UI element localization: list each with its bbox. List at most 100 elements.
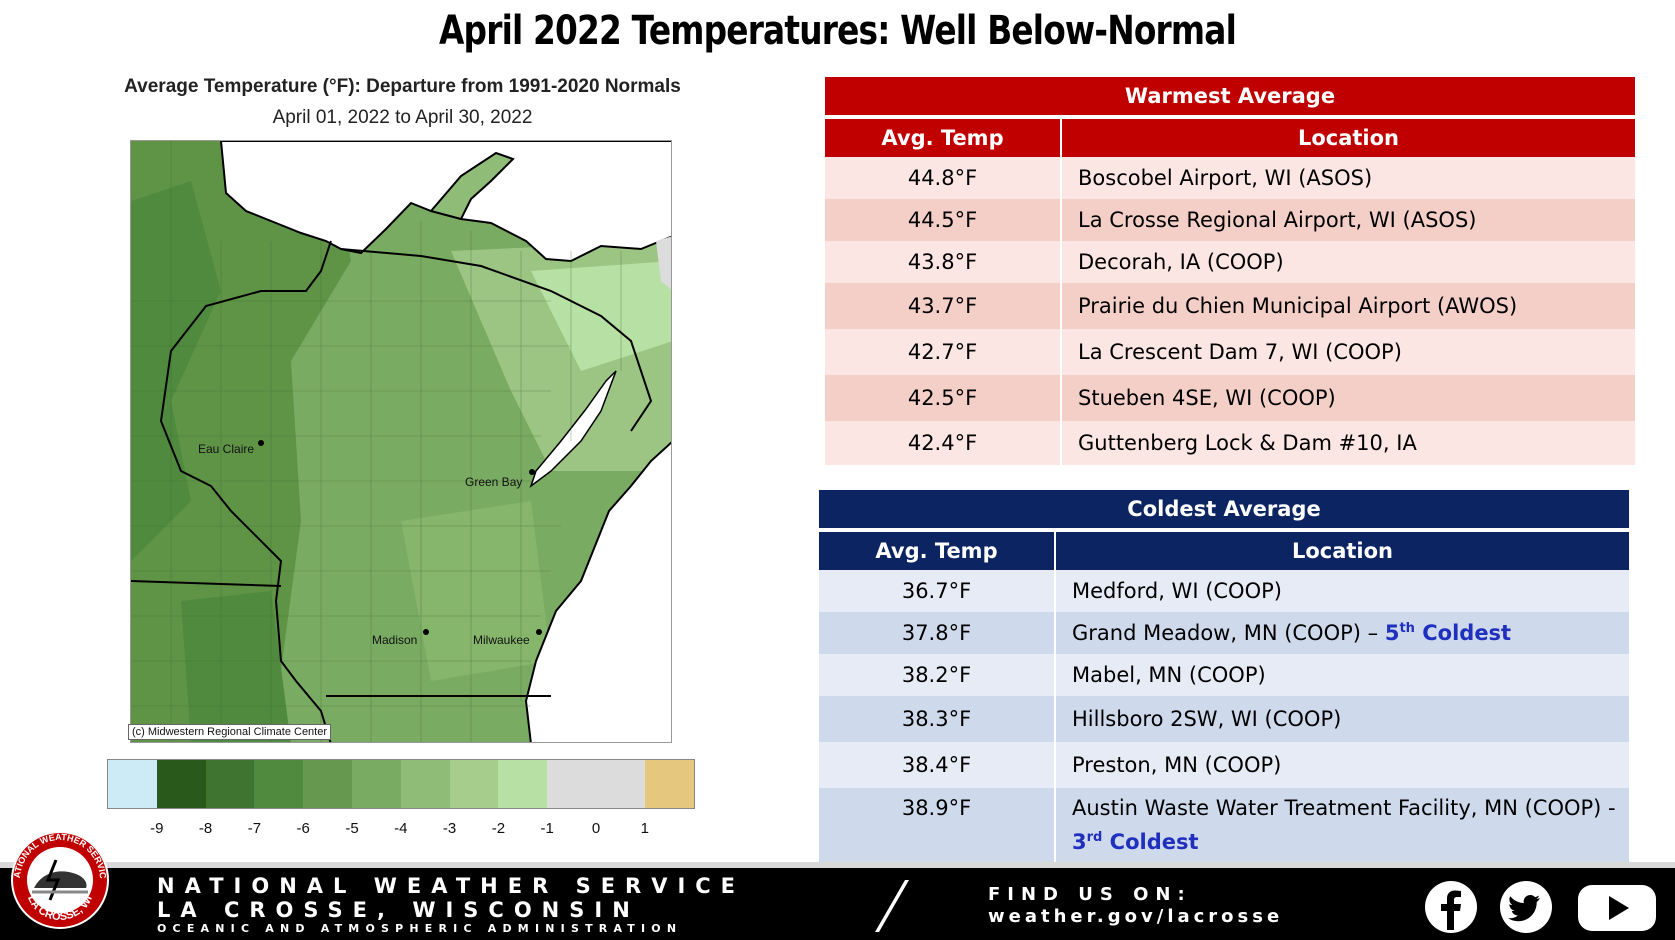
- state-border-wi-mi: [340, 248, 653, 432]
- cold-location-3: Mabel, MN (COOP): [1055, 654, 1629, 696]
- city-label-madison: Madison: [372, 633, 418, 647]
- warmest-table-title: Warmest Average: [825, 77, 1635, 115]
- state-border-mn-wi: [159, 240, 332, 742]
- legend-swatch-11: [644, 760, 694, 808]
- warm-location-4: Prairie du Chien Municipal Airport (AWOS…: [1078, 294, 1518, 318]
- website-link[interactable]: weather.gov/lacrosse: [988, 906, 1284, 927]
- cold-temp-1: 36.7°F: [819, 570, 1056, 612]
- legend-swatch-1: [156, 760, 206, 808]
- cold-location-2-text: Grand Meadow, MN (COOP) –: [1072, 621, 1385, 645]
- map-graphic: [131, 141, 671, 742]
- table-row: 38.2°F Mabel, MN (COOP): [819, 654, 1629, 696]
- green-bay-water: [529, 370, 617, 489]
- legend-swatch-9: [547, 760, 596, 808]
- map-subtitle: April 01, 2022 to April 30, 2022: [272, 107, 533, 128]
- warm-temp-3: 43.8°F: [825, 241, 1062, 283]
- cold-location-6: Austin Waste Water Treatment Facility, M…: [1055, 788, 1629, 863]
- temperature-departure-map: Eau Claire Green Bay Madison Milwaukee: [130, 140, 672, 743]
- county-lines: [131, 141, 622, 742]
- legend-tick-label: 1: [640, 820, 649, 837]
- table-row: 38.4°F Preston, MN (COOP): [819, 742, 1629, 788]
- legend-swatch-3: [254, 760, 304, 808]
- shade-far-west: [131, 181, 221, 561]
- page-title: April 2022 Temperatures: Well Below-Norm…: [438, 8, 1237, 54]
- warm-location-7: Guttenberg Lock & Dam #10, IA: [1078, 431, 1417, 455]
- warm-temp-6: 42.5°F: [825, 375, 1062, 421]
- map-credit: (c) Midwestern Regional Climate Center: [128, 724, 332, 740]
- legend-tick-label: -8: [198, 820, 213, 837]
- cold-location-3-text: Mabel, MN (COOP): [1072, 663, 1266, 687]
- legend-swatch-7: [449, 760, 499, 808]
- footer-org-name: NATIONAL WEATHER SERVICE: [157, 874, 746, 898]
- legend-tick-label: -1: [540, 820, 554, 837]
- footer-parent-org: OCEANIC AND ATMOSPHERIC ADMINISTRATION: [157, 922, 683, 935]
- table-row: 42.4°F Guttenberg Lock & Dam #10, IA: [825, 421, 1635, 465]
- map-title: Average Temperature (°F): Departure from…: [124, 76, 681, 97]
- legend-tick-label: -3: [442, 820, 457, 837]
- legend-swatch-10: [595, 760, 645, 808]
- lake-michigan: [524, 441, 671, 742]
- legend-tick-label: 0: [591, 820, 601, 837]
- warm-temp-7: 42.4°F: [825, 421, 1062, 465]
- warm-location-5: La Crescent Dam 7, WI (COOP): [1078, 340, 1402, 364]
- coldest-table-title: Coldest Average: [819, 490, 1629, 528]
- rank-note-3rd: 3rd Coldest: [1072, 830, 1199, 854]
- rank-number: 3: [1072, 830, 1087, 854]
- facebook-icon[interactable]: [1421, 880, 1481, 934]
- legend-swatch-6: [400, 760, 450, 808]
- nws-la-crosse-logo: NATIONAL WEATHER SERVICE LA CROSSE, WI: [4, 830, 109, 929]
- rank-note-5th: 5th Coldest: [1385, 621, 1511, 645]
- color-legend: [107, 759, 695, 809]
- legend-tick-label: -5: [345, 820, 359, 837]
- legend-tick-label: -6: [296, 820, 310, 837]
- footer-divider: [0, 862, 1675, 868]
- cold-location-1: Medford, WI (COOP): [1055, 570, 1629, 612]
- city-label-green-bay: Green Bay: [465, 475, 523, 489]
- warm-temp-4: 43.7°F: [825, 283, 1062, 329]
- warm-location-3: Decorah, IA (COOP): [1078, 250, 1284, 274]
- youtube-icon[interactable]: [1574, 880, 1660, 934]
- legend-tick-label: -4: [394, 820, 408, 837]
- legend-swatch-5: [351, 760, 401, 808]
- table-row: 38.9°F Austin Waste Water Treatment Faci…: [819, 788, 1629, 863]
- table-row: 42.5°F Stueben 4SE, WI (COOP): [825, 375, 1635, 421]
- rank-label: Coldest: [1102, 830, 1199, 854]
- green-bay-dot: [529, 469, 535, 475]
- footer: [0, 868, 1675, 940]
- find-us-label: FIND US ON:: [988, 884, 1192, 905]
- city-label-eau-claire: Eau Claire: [198, 442, 255, 456]
- twitter-icon[interactable]: [1494, 880, 1558, 934]
- footer-office: LA CROSSE, WISCONSIN: [157, 898, 640, 922]
- shade-central: [401, 501, 551, 681]
- cold-location-2: Grand Meadow, MN (COOP) – 5th Coldest: [1055, 612, 1629, 654]
- cold-location-6-text: Austin Waste Water Treatment Facility, M…: [1072, 796, 1616, 820]
- cold-location-4-text: Hillsboro 2SW, WI (COOP): [1072, 707, 1342, 731]
- warm-location-6: Stueben 4SE, WI (COOP): [1078, 386, 1336, 410]
- shade-southwest: [181, 591, 291, 742]
- cold-location-1-text: Medford, WI (COOP): [1072, 579, 1282, 603]
- warm-location-2: La Crosse Regional Airport, WI (ASOS): [1078, 208, 1477, 232]
- cold-location-5-text: Preston, MN (COOP): [1072, 753, 1282, 777]
- warm-temp-1: 44.8°F: [825, 157, 1062, 199]
- lake-huron-sliver: [656, 236, 671, 290]
- legend-tick-label: -2: [491, 820, 506, 837]
- legend-tick-label: -9: [150, 820, 164, 837]
- cold-temp-3: 38.2°F: [819, 654, 1056, 696]
- cold-temp-4: 38.3°F: [819, 696, 1056, 742]
- table-row: 43.8°F Decorah, IA (COOP): [825, 241, 1635, 283]
- rank-number: 5: [1384, 621, 1400, 645]
- table-row: 44.8°F Boscobel Airport, WI (ASOS): [825, 157, 1635, 199]
- coldest-col-location: Location: [1055, 532, 1629, 570]
- rank-suffix: th: [1399, 621, 1415, 636]
- legend-swatch-8: [498, 760, 548, 808]
- state-border-mn-ia: [131, 580, 282, 587]
- rank-suffix: rd: [1086, 830, 1103, 845]
- legend-swatch-4: [303, 760, 352, 808]
- table-row: 36.7°F Medford, WI (COOP): [819, 570, 1629, 612]
- legend-tick-label: -7: [247, 820, 262, 837]
- madison-dot: [423, 629, 429, 635]
- cold-temp-6: 38.9°F: [819, 788, 1056, 863]
- warmest-table: Warmest Average Avg. Temp Location 44.8°…: [825, 77, 1635, 465]
- coldest-col-temp: Avg. Temp: [819, 532, 1056, 570]
